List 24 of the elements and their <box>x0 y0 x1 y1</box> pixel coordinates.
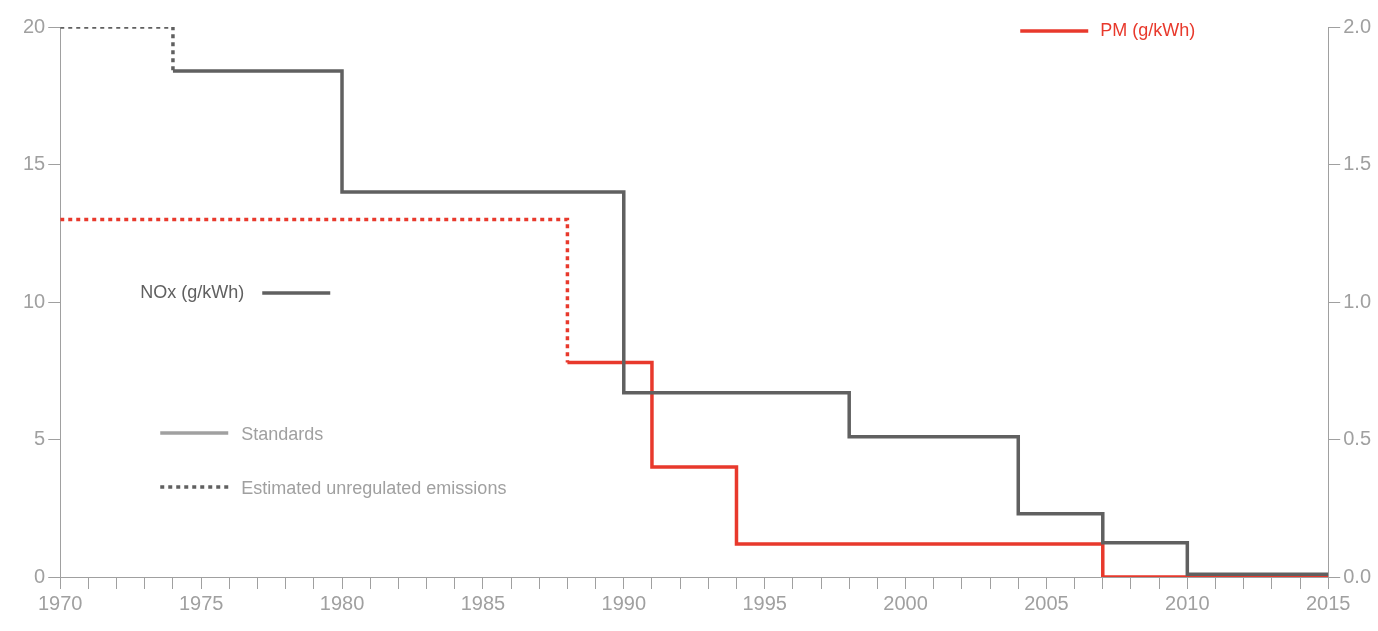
y2-tick-label: 1.5 <box>1343 152 1372 175</box>
x-tick-label: 2000 <box>883 591 928 614</box>
y2-tick-label: 0.0 <box>1343 564 1372 587</box>
y-tick-label: 15 <box>23 152 46 175</box>
y-tick-label: 5 <box>34 427 46 450</box>
x-tick-label: 1970 <box>38 591 83 614</box>
x-tick-label: 1980 <box>319 591 365 614</box>
annotation: Standards <box>241 423 324 444</box>
x-tick-label: 2015 <box>1305 591 1351 614</box>
y2-tick-label: 1.0 <box>1343 289 1372 312</box>
x-tick-label: 1985 <box>460 591 506 614</box>
y2-tick-label: 0.5 <box>1343 427 1372 450</box>
x-tick-label: 1995 <box>742 591 787 614</box>
x-tick-label: 2005 <box>1024 591 1069 614</box>
x-tick-label: 2010 <box>1165 591 1210 614</box>
annotation: Estimated unregulated emissions <box>241 477 507 498</box>
legend-label: PM (g/kWh) <box>1100 19 1196 40</box>
y-tick-label: 0 <box>34 564 46 587</box>
y-tick-label: 10 <box>23 289 46 312</box>
x-tick-label: 1990 <box>601 591 647 614</box>
text: NOx (g/kWh) <box>140 281 245 302</box>
y-tick-label: 20 <box>23 14 46 37</box>
y2-tick-label: 2.0 <box>1343 14 1372 37</box>
x-tick-label: 1975 <box>178 591 224 614</box>
